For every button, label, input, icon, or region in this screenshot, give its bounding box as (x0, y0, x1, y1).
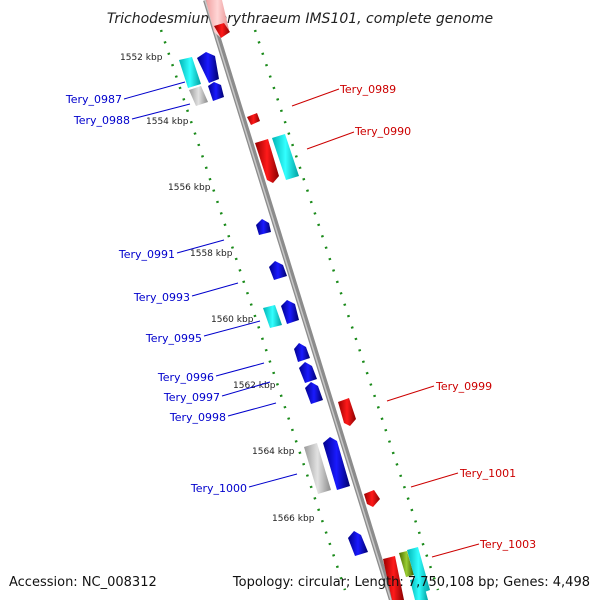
gene-label-Tery_0993[interactable]: Tery_0993 (133, 291, 190, 304)
tick-label-1556: 1556 kbp (168, 183, 211, 193)
gene-Tery_0999[interactable] (338, 398, 356, 426)
tick-label-1552: 1552 kbp (120, 53, 163, 63)
label-connectors (123, 81, 480, 558)
kbp-tick-labels: 1552 kbp 1554 kbp 1556 kbp 1558 kbp 1560… (120, 53, 315, 524)
tick-label-1562: 1562 kbp (233, 381, 276, 391)
gene-label-Tery_0997[interactable]: Tery_0997 (163, 391, 220, 404)
gene-Tery_1003-red[interactable] (383, 556, 404, 600)
gene-Tery_1000-blue[interactable] (323, 437, 350, 490)
map-title: Trichodesmium erythraeum IMS101, complet… (107, 11, 493, 27)
gene-label-Tery_0990[interactable]: Tery_0990 (354, 125, 411, 138)
gene-label-Tery_0988[interactable]: Tery_0988 (73, 114, 130, 127)
genome-summary-text: Topology: circular; Length: 7,750,108 bp… (232, 575, 590, 590)
reverse-gene-labels: Tery_0987 Tery_0988 Tery_0991 Tery_0993 … (65, 93, 247, 495)
gene-label-Tery_0991[interactable]: Tery_0991 (118, 248, 175, 261)
gene-Tery_0987-blue[interactable] (197, 52, 219, 83)
gene-Tery_0989[interactable] (247, 113, 260, 125)
gene-Tery_0990-cyan[interactable] (272, 134, 299, 180)
gene-label-Tery_1001[interactable]: Tery_1001 (459, 467, 516, 480)
gene-Tery_0987-cyan[interactable] (179, 57, 201, 88)
forward-gene-labels: Tery_0989 Tery_0990 Tery_0999 Tery_1001 … (339, 83, 536, 551)
gene-Tery_0988-blue[interactable] (208, 82, 224, 101)
gene-label-Tery_0996[interactable]: Tery_0996 (157, 371, 214, 384)
gene-label-Tery_0995[interactable]: Tery_0995 (145, 332, 202, 345)
genome-backbone-highlight (204, 0, 392, 600)
tick-label-1560: 1560 kbp (211, 315, 254, 325)
gene-label-Tery_1003[interactable]: Tery_1003 (479, 538, 536, 551)
gene-Tery_0993[interactable] (269, 261, 287, 280)
gene-Tery_0990-red[interactable] (255, 139, 279, 183)
forward-strand-genes (206, 0, 430, 600)
tick-label-1558: 1558 kbp (190, 249, 233, 259)
gene-Tery_0995-cyan[interactable] (263, 305, 282, 328)
accession-text: Accession: NC_008312 (9, 575, 157, 590)
reverse-strand-genes (179, 52, 368, 556)
gene-Tery_0988-grey[interactable] (189, 86, 208, 106)
gene-Tery_1003-olive[interactable] (399, 551, 414, 577)
gene-label-Tery_0999[interactable]: Tery_0999 (435, 380, 492, 393)
gene-Tery_0996[interactable] (294, 343, 310, 362)
gene-red-top[interactable] (214, 23, 230, 38)
gene-Tery_1003-cyan[interactable] (407, 547, 430, 594)
gene-Tery_1001[interactable] (364, 490, 380, 507)
tick-label-1564: 1564 kbp (252, 447, 295, 457)
gene-label-Tery_1000[interactable]: Tery_1000 (190, 482, 247, 495)
gene-Tery_0995-blue[interactable] (281, 300, 299, 324)
genome-backbone (203, 0, 395, 600)
reverse-strand-track (159, 29, 347, 591)
gene-label-Tery_0998[interactable]: Tery_0998 (169, 411, 226, 424)
tick-label-1554: 1554 kbp (146, 117, 189, 127)
gene-label-Tery_0987[interactable]: Tery_0987 (65, 93, 122, 106)
gene-Tery_0991[interactable] (256, 219, 271, 235)
gene-label-Tery_0989[interactable]: Tery_0989 (339, 83, 396, 96)
gene-Tery_1000-grey[interactable] (304, 443, 331, 494)
gene-unlabeled-blue-bottom[interactable] (348, 531, 368, 556)
gene-Tery_0997[interactable] (299, 362, 317, 383)
tick-label-1566: 1566 kbp (272, 514, 315, 524)
gene-Tery_0998[interactable] (305, 382, 323, 404)
gene-cyan-bottom-edge[interactable] (410, 577, 428, 600)
